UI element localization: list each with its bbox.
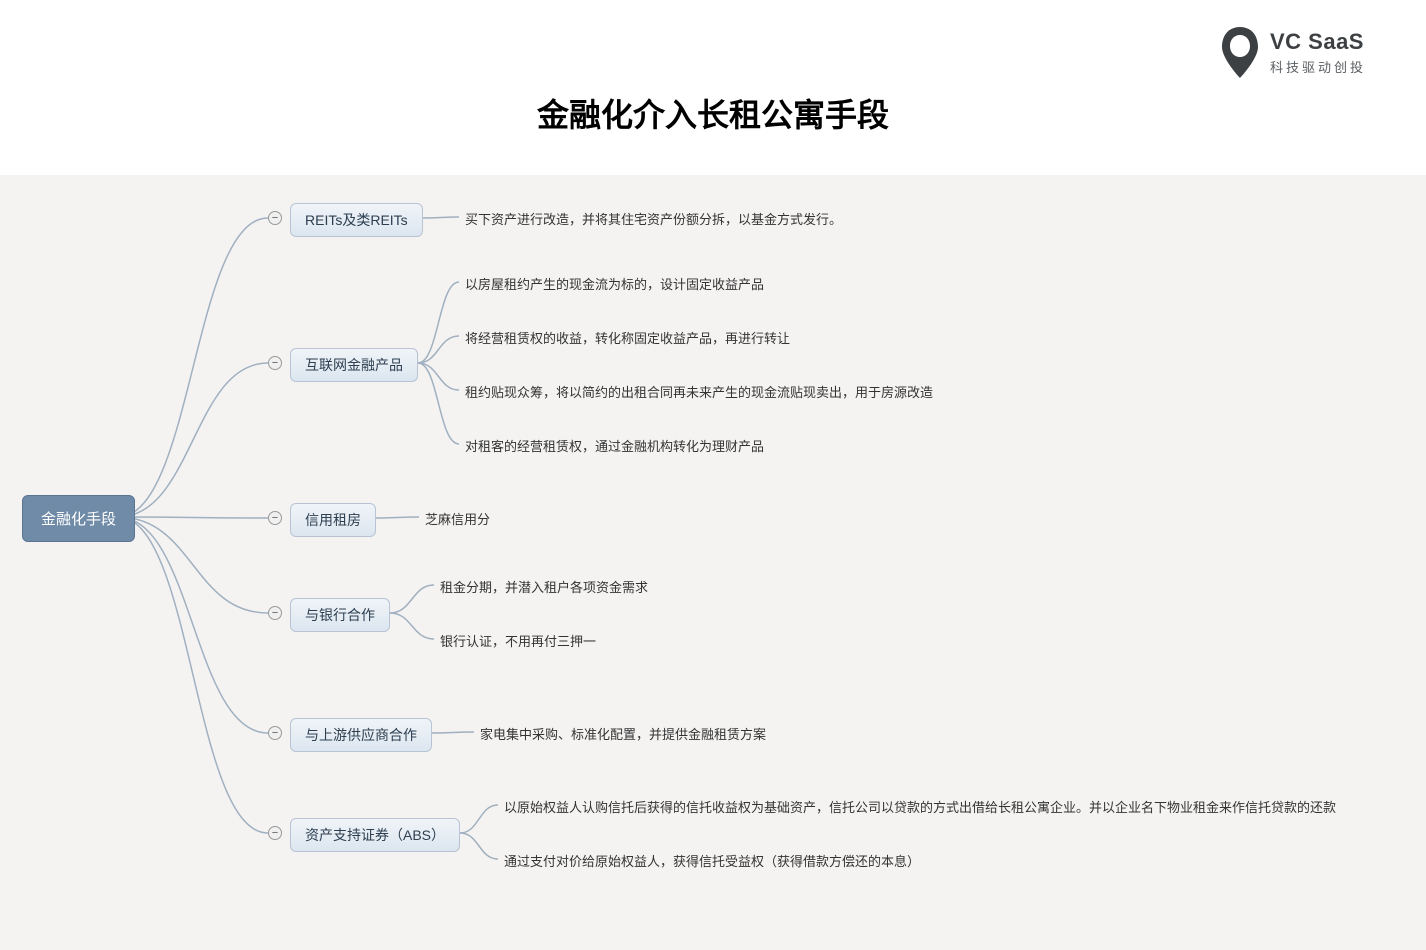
branch-node[interactable]: 互联网金融产品 [290, 348, 418, 382]
leaf-text: 以房屋租约产生的现金流为标的，设计固定收益产品 [465, 274, 764, 293]
branch-node[interactable]: 资产支持证券（ABS） [290, 818, 460, 852]
leaf-text: 对租客的经营租赁权，通过金融机构转化为理财产品 [465, 436, 764, 455]
collapse-toggle[interactable]: − [268, 356, 282, 370]
collapse-toggle[interactable]: − [268, 606, 282, 620]
branch-node[interactable]: 信用租房 [290, 503, 376, 537]
leaf-text: 家电集中采购、标准化配置，并提供金融租赁方案 [480, 724, 766, 743]
leaf-text: 租金分期，并潜入租户各项资金需求 [440, 577, 648, 596]
logo-text: VC SaaS 科技驱动创投 [1270, 29, 1366, 76]
leaf-text: 银行认证，不用再付三押一 [440, 631, 596, 650]
leaf-text: 买下资产进行改造，并将其住宅资产份额分拆，以基金方式发行。 [465, 209, 842, 228]
page-title: 金融化介入长租公寓手段 [537, 90, 889, 136]
root-node[interactable]: 金融化手段 [22, 495, 135, 542]
collapse-toggle[interactable]: − [268, 511, 282, 525]
collapse-toggle[interactable]: − [268, 826, 282, 840]
leaf-text: 芝麻信用分 [425, 509, 490, 528]
leaf-text: 将经营租赁权的收益，转化称固定收益产品，再进行转让 [465, 328, 790, 347]
leaf-text: 以原始权益人认购信托后获得的信托收益权为基础资产，信托公司以贷款的方式出借给长租… [504, 797, 1336, 816]
collapse-toggle[interactable]: − [268, 726, 282, 740]
logo-icon [1220, 25, 1260, 80]
branch-node[interactable]: 与上游供应商合作 [290, 718, 432, 752]
collapse-toggle[interactable]: − [268, 211, 282, 225]
leaf-text: 通过支付对价给原始权益人，获得信托受益权（获得借款方偿还的本息） [504, 851, 920, 870]
logo-main: VC SaaS [1270, 29, 1366, 55]
mindmap-canvas: 金融化手段−REITs及类REITs买下资产进行改造，并将其住宅资产份额分拆，以… [0, 175, 1426, 950]
logo-sub: 科技驱动创投 [1270, 57, 1366, 76]
leaf-text: 租约贴现众筹，将以简约的出租合同再未来产生的现金流贴现卖出，用于房源改造 [465, 382, 933, 401]
logo: VC SaaS 科技驱动创投 [1220, 25, 1366, 80]
branch-node[interactable]: 与银行合作 [290, 598, 390, 632]
branch-node[interactable]: REITs及类REITs [290, 203, 423, 237]
